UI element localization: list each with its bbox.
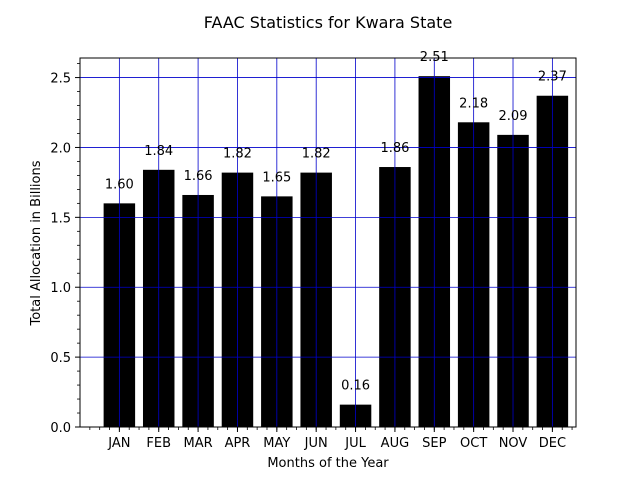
y-axis-label: Total Allocation in Billions	[29, 160, 44, 326]
x-tick-label-jun: JUN	[304, 436, 328, 451]
x-tick-label-mar: MAR	[184, 436, 213, 451]
x-tick-label-apr: APR	[225, 436, 251, 451]
value-label-apr: 1.82	[223, 147, 252, 162]
plot-frame	[79, 57, 577, 428]
value-label-may: 1.65	[262, 170, 291, 185]
y-tick-label-1: 0.5	[50, 351, 71, 366]
value-label-aug: 1.86	[380, 141, 409, 156]
y-tick-label-2: 1.0	[50, 281, 71, 296]
value-label-dec: 2.37	[538, 70, 567, 85]
x-tick-label-may: MAY	[263, 436, 290, 451]
x-tick-label-jul: JUL	[344, 436, 366, 451]
y-tick-label-4: 2.0	[50, 141, 71, 156]
x-tick-label-sep: SEP	[422, 436, 446, 451]
x-tick-label-dec: DEC	[539, 436, 566, 451]
x-axis-label: Months of the Year	[267, 456, 389, 471]
x-tick-label-jan: JAN	[107, 436, 130, 451]
value-label-nov: 2.09	[499, 109, 528, 124]
x-tick-label-oct: OCT	[460, 436, 487, 451]
x-tick-label-aug: AUG	[381, 436, 409, 451]
value-label-mar: 1.66	[184, 169, 213, 184]
value-label-jan: 1.60	[105, 177, 134, 192]
x-tick-label-nov: NOV	[499, 436, 528, 451]
x-tick-label-feb: FEB	[146, 436, 171, 451]
y-tick-label-0: 0.0	[50, 421, 71, 436]
value-label-feb: 1.84	[144, 144, 173, 159]
value-label-oct: 2.18	[459, 96, 488, 111]
y-tick-label-3: 1.5	[50, 211, 71, 226]
bars-group	[103, 76, 569, 428]
chart-title: FAAC Statistics for Kwara State	[204, 13, 453, 32]
value-labels-group: 1.601.841.661.821.651.820.161.862.512.18…	[105, 50, 567, 393]
y-tick-label-5: 2.5	[50, 72, 71, 87]
value-label-jul: 0.16	[341, 379, 370, 394]
value-label-jun: 1.82	[302, 147, 331, 162]
